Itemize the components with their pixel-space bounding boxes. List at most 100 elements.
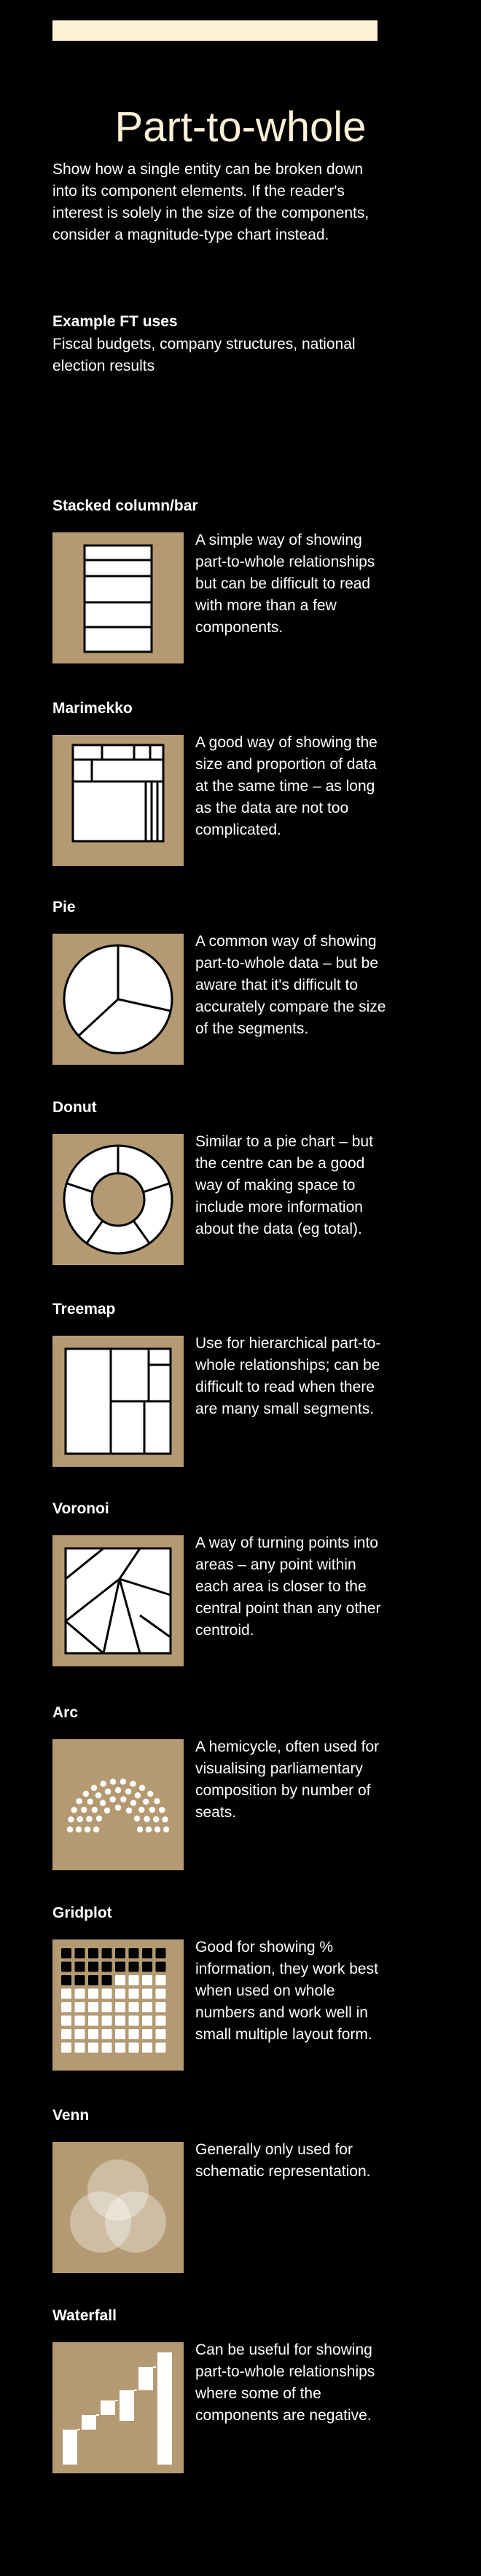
grid-cell xyxy=(128,2002,139,2012)
arc-seat xyxy=(109,1779,117,1785)
chart-title-voronoi: Voronoi xyxy=(52,1500,109,1517)
arc-seat xyxy=(76,1798,82,1805)
grid-cell xyxy=(101,2042,112,2053)
grid-cell xyxy=(128,1948,139,1958)
arc-seat xyxy=(77,1816,83,1823)
grid-cell xyxy=(142,2015,152,2026)
arc-seat xyxy=(93,1826,100,1833)
grid-cell xyxy=(128,2029,139,2039)
arc-seat xyxy=(66,1826,74,1833)
grid-cell xyxy=(101,2002,112,2012)
arc-seat xyxy=(84,1826,91,1833)
chart-desc-voronoi: A way of turning points into areas – any… xyxy=(195,1535,381,1639)
grid-cell xyxy=(88,1948,98,1958)
grid-cell xyxy=(115,1948,125,1958)
voronoi-icon xyxy=(52,1535,184,1666)
arc-seat xyxy=(100,1781,106,1787)
arc-seat xyxy=(71,1807,77,1813)
grid-cell xyxy=(155,2042,166,2053)
grid-cell xyxy=(88,1988,98,1999)
arc-seat xyxy=(104,1788,112,1795)
grid-cell xyxy=(88,2042,98,2053)
treemap-icon xyxy=(52,1336,184,1467)
grid-cell xyxy=(88,1961,98,1972)
grid-cell xyxy=(74,1948,85,1958)
grid-cell xyxy=(115,2002,125,2012)
arc-seat xyxy=(125,1788,132,1795)
grid-cell xyxy=(74,2042,85,2053)
chart-desc-donut: Similar to a pie chart – but the centre … xyxy=(195,1133,373,1237)
grid-cell xyxy=(101,1948,112,1958)
grid-cell xyxy=(61,2029,71,2039)
arc-seat xyxy=(138,1806,145,1813)
chart-desc-treemap: Use for hierarchical part-to-whole relat… xyxy=(195,1335,381,1417)
grid-cell xyxy=(61,2015,71,2026)
marimekko-icon xyxy=(52,735,184,866)
arc-seat xyxy=(125,1807,133,1814)
arc-seat xyxy=(130,1800,137,1806)
arc-seat xyxy=(90,1784,98,1791)
grid-cell xyxy=(128,2015,139,2026)
grid-cell xyxy=(142,2042,152,2053)
grid-cell xyxy=(155,1961,166,1972)
arc-seat xyxy=(162,1816,168,1823)
intro-text: Show how a single entity can be broken d… xyxy=(52,161,369,243)
grid-cell xyxy=(61,2002,71,2012)
grid-cell xyxy=(155,2029,166,2039)
arc-seat xyxy=(130,1781,136,1787)
chart-title-waterfall: Waterfall xyxy=(52,2307,117,2324)
arc-seat xyxy=(81,1806,87,1813)
arc-seat xyxy=(133,1815,141,1822)
grid-cell xyxy=(155,2002,166,2012)
page-title: Part-to-whole xyxy=(114,103,367,151)
grid-cell xyxy=(101,1988,112,1999)
arc-seat xyxy=(138,1784,146,1791)
grid-cell xyxy=(61,1961,71,1972)
chart-desc-pie: A common way of showing part-to-whole da… xyxy=(195,933,386,1037)
donut-icon xyxy=(52,1134,184,1265)
chart-desc-stacked: A simple way of showing part-to-whole re… xyxy=(195,532,375,636)
grid-cell xyxy=(142,1988,152,1999)
chart-title-pie: Pie xyxy=(52,899,76,915)
grid-cell xyxy=(128,2042,139,2053)
grid-cell xyxy=(128,1988,139,1999)
arc-seat xyxy=(95,1792,102,1799)
arc-seat xyxy=(144,1816,150,1822)
grid-cell xyxy=(128,1975,139,1985)
grid-cell xyxy=(142,1961,152,1972)
arc-seat xyxy=(149,1806,155,1813)
grid-cell xyxy=(101,1975,112,1985)
grid-cell xyxy=(115,2029,125,2039)
pie-icon xyxy=(52,934,184,1065)
grid-cell xyxy=(115,1961,125,1972)
chart-desc-marimekko: A good way of showing the size and propo… xyxy=(195,734,378,838)
chart-desc-venn: Generally only used for schematic repres… xyxy=(195,2141,371,2180)
grid-cell xyxy=(74,1961,85,1972)
grid-cell xyxy=(142,1948,152,1958)
grid-cell xyxy=(74,2015,85,2026)
arc-seat xyxy=(145,1826,152,1833)
arc-seat xyxy=(134,1792,141,1799)
grid-cell xyxy=(115,2042,125,2053)
grid-cell xyxy=(101,1961,112,1972)
chart-desc-waterfall: Can be useful for showing part-to-whole … xyxy=(195,2341,375,2424)
chart-title-marimekko: Marimekko xyxy=(52,700,133,717)
uses-text: Fiscal budgets, company structures, nati… xyxy=(52,336,356,374)
grid-cell xyxy=(74,1988,85,1999)
grid-cell xyxy=(74,1975,85,1985)
grid-cell xyxy=(101,2015,112,2026)
grid-cell xyxy=(101,2029,112,2039)
grid-cell xyxy=(88,2002,98,2012)
arc-seat xyxy=(87,1798,93,1805)
arc-seat xyxy=(82,1790,89,1797)
arc-seat xyxy=(68,1816,74,1823)
arc-seat xyxy=(154,1826,161,1833)
arc-seat xyxy=(109,1796,116,1803)
chart-desc-gridplot: Good for showing % information, they wor… xyxy=(195,1939,378,2043)
grid-cell xyxy=(61,2042,71,2053)
grid-cell xyxy=(155,1988,166,1999)
grid-cell xyxy=(142,2029,152,2039)
grid-cell xyxy=(74,2029,85,2039)
chart-title-donut: Donut xyxy=(52,1099,97,1116)
chart-title-gridplot: Gridplot xyxy=(52,1905,112,1921)
